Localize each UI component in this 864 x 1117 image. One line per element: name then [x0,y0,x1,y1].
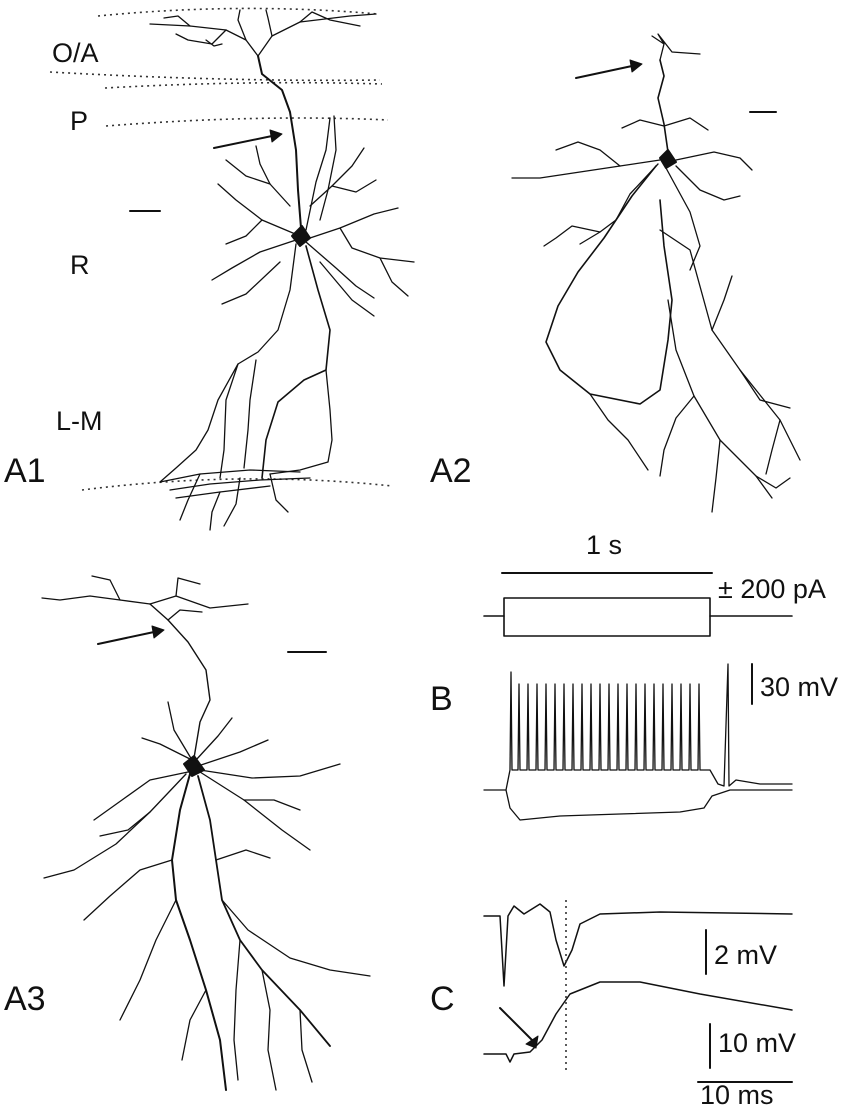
layer-label-oa: O/A [52,38,99,68]
panel-label-b: B [430,680,453,718]
current-step-protocol [483,597,793,637]
layer-label-lm: L-M [56,406,103,436]
panel-label-a1: A1 [4,452,46,490]
scale-label-2mv: 2 mV [714,940,778,970]
voltage-trace-b [483,663,793,821]
scale-label-30mv: 30 mV [760,672,839,702]
voltage-trace-c-bottom [483,981,793,1063]
arrow-icon [213,129,283,149]
layer-boundaries [49,7,393,491]
scale-label-10mv: 10 mV [718,1028,797,1058]
layer-label-p: P [70,106,89,136]
scale-label-1s: 1 s [586,530,623,560]
layer-label-r: R [70,250,90,280]
neuron-a3 [41,575,371,1091]
neuron-a1 [149,9,415,531]
scale-label-10ms: 10 ms [700,1080,774,1110]
arrow-icon [499,1007,539,1049]
arrow-icon [97,625,165,645]
neuron-a2 [511,33,801,513]
panel-label-a3: A3 [4,980,46,1018]
voltage-trace-c-top [483,903,793,987]
arrow-icon [575,59,643,79]
scale-label-current: ± 200 pA [718,574,826,604]
panel-label-c: C [430,980,455,1018]
panel-label-a2: A2 [430,452,472,490]
